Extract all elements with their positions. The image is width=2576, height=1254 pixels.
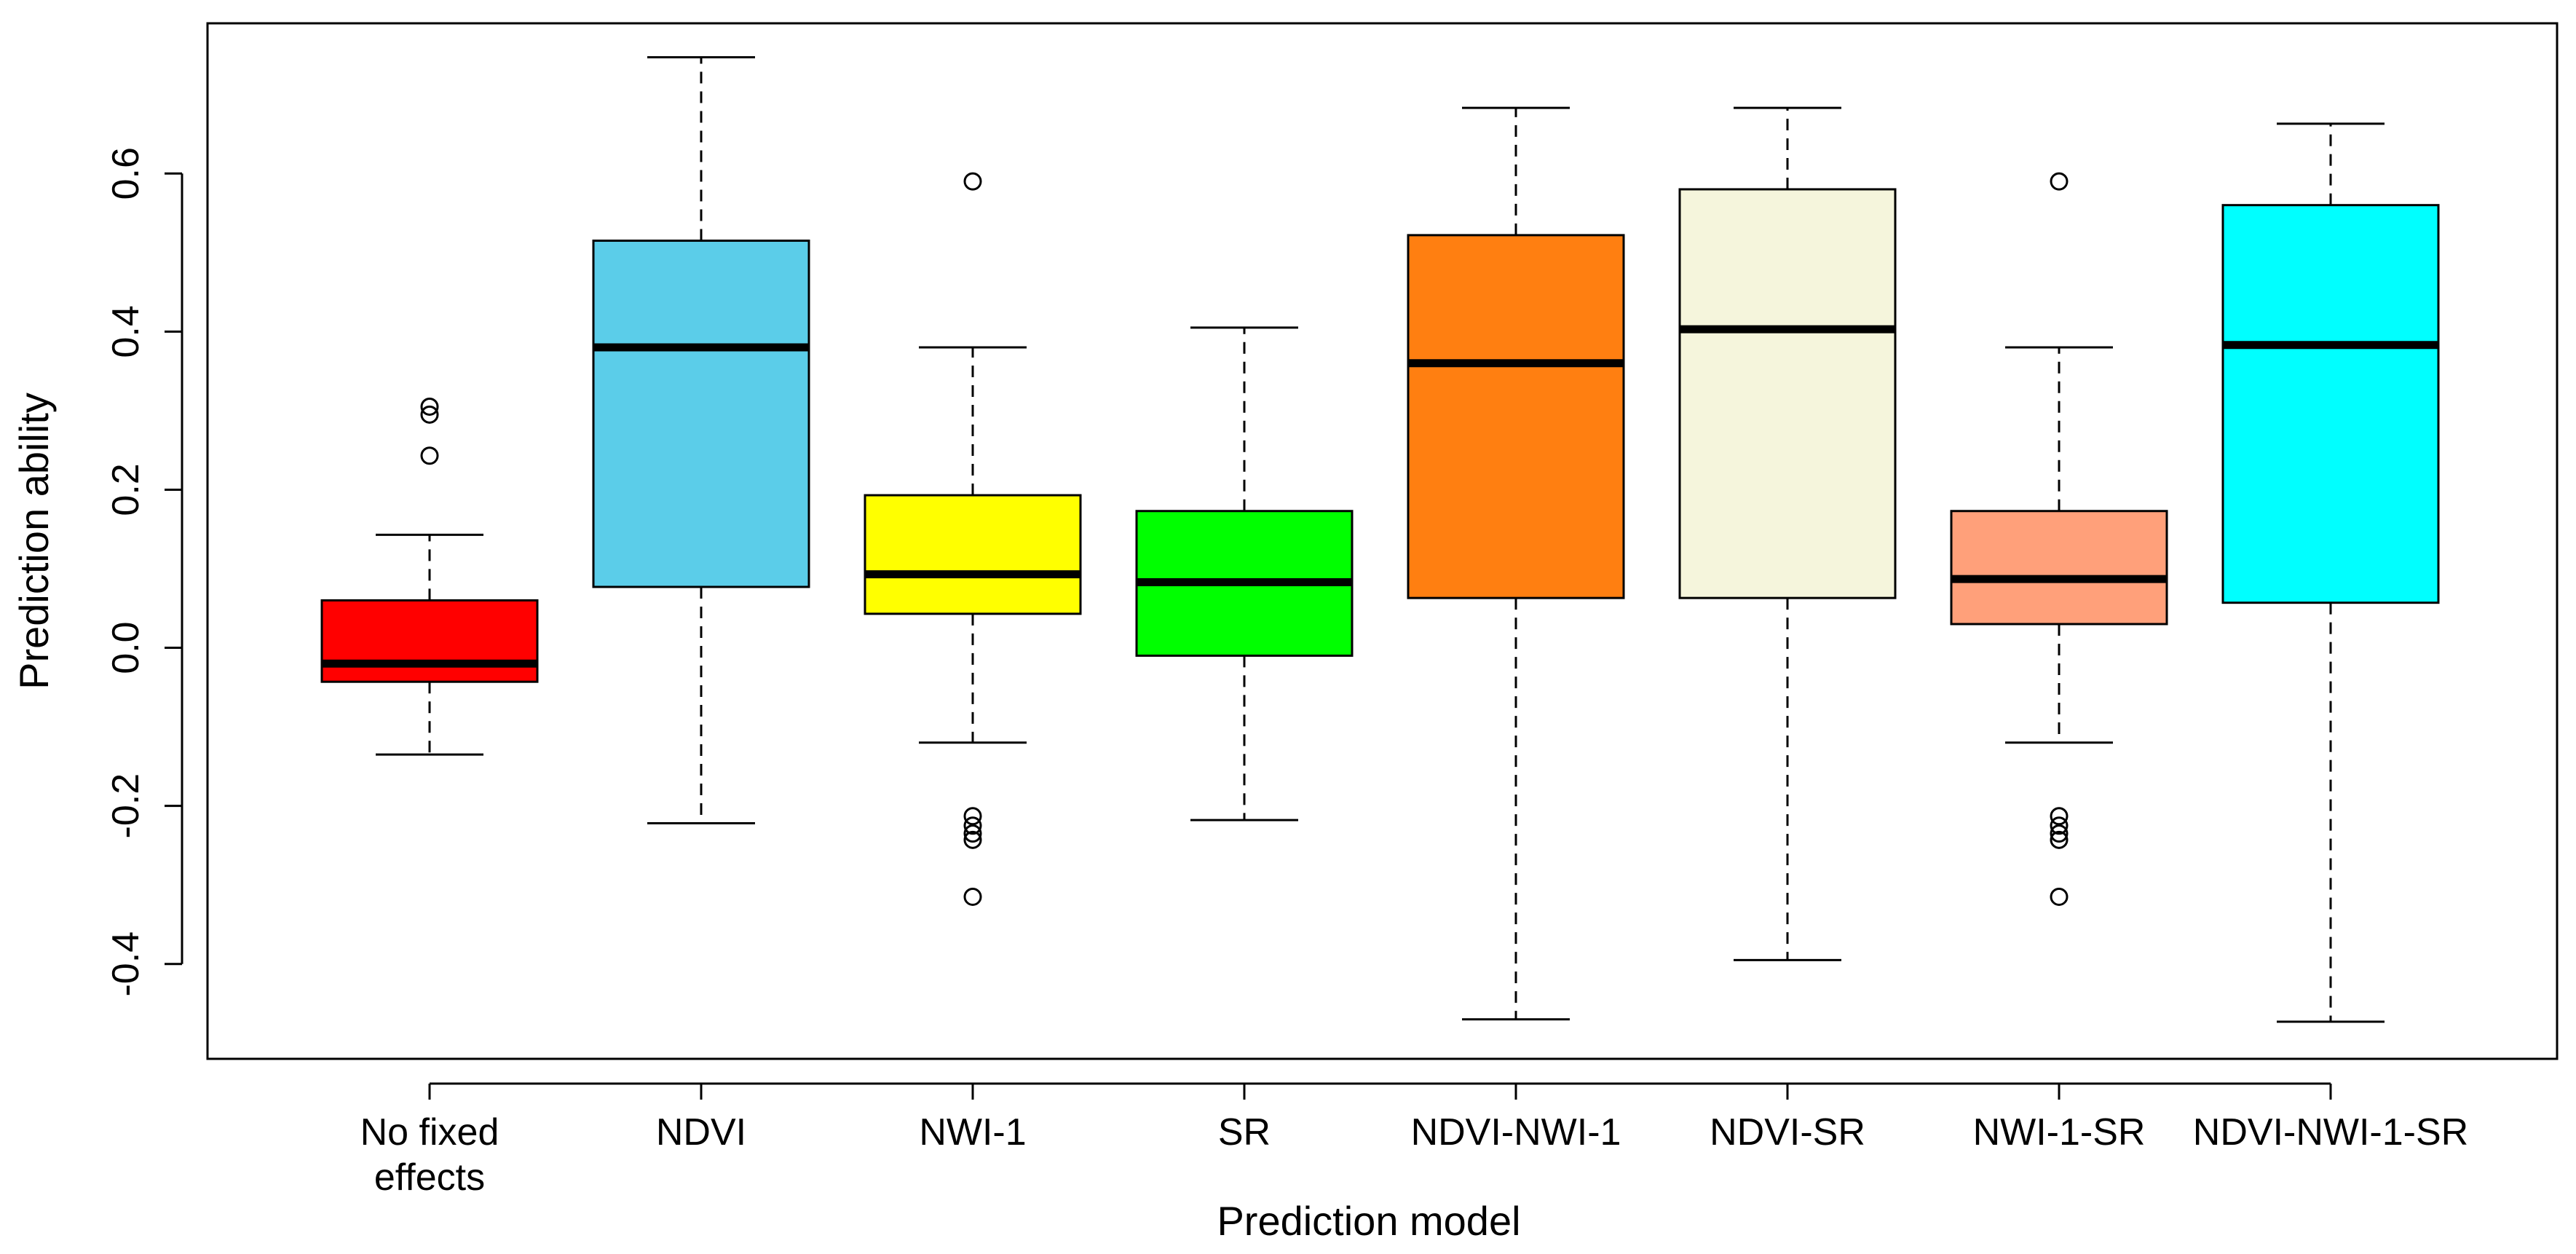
box-group [592,56,810,825]
box-body [592,240,810,588]
outlier-point [2050,830,2069,849]
outlier-point [2050,887,2069,906]
box-group [1678,106,1897,961]
y-tick-label: 0.2 [105,463,147,516]
outlier-point [2050,172,2069,191]
x-tick-label: NDVI-NWI-1 [1411,1111,1621,1154]
x-tick-label: NWI-1 [919,1111,1026,1154]
box-body [864,494,1082,615]
y-tick-label: -0.4 [105,931,147,997]
x-tick-label: NDVI-NWI-1-SR [2193,1111,2468,1154]
box-group [2221,122,2440,1023]
outlier-point [963,172,982,191]
outlier-point [963,887,982,906]
box-body [1407,234,1625,599]
outlier-point [963,824,982,843]
y-tick-label: 0.4 [105,305,147,358]
outlier-point [2050,816,2069,835]
box-group [864,172,1082,906]
outlier-point [2050,824,2069,843]
box-body [2221,204,2440,604]
box-body [320,599,539,683]
x-tick-label: NWI-1-SR [1973,1111,2146,1154]
outlier-point [963,830,982,849]
box-group [1407,106,1625,1021]
outlier-point [963,807,982,826]
x-tick-label: SR [1218,1111,1271,1154]
box-body [1950,510,2168,626]
box-body [1678,188,1897,599]
outlier-point [420,397,439,416]
box-group [1135,326,1354,821]
outlier-point [2050,807,2069,826]
box-group [320,397,539,756]
y-tick-label: 0.6 [105,147,147,200]
outlier-point [420,405,439,424]
plot-frame [206,22,2559,1060]
y-tick-label: -0.2 [105,773,147,839]
x-tick-label: No fixed [360,1111,499,1154]
outlier-point [420,446,439,465]
x-tick-label: NDVI-SR [1710,1111,1865,1154]
box-group [1950,172,2168,906]
x-tick-label: NDVI [656,1111,746,1154]
y-axis-title: Prediction ability [11,393,57,690]
x-tick-label: effects [374,1156,485,1199]
y-tick-label: 0.0 [105,621,147,674]
x-axis-title: Prediction model [1217,1198,1520,1244]
boxes-layer [320,56,2440,1023]
outlier-point [963,816,982,835]
y-axis: -0.4 -0.2 0.0 0.2 0.4 0.6 [105,147,183,997]
